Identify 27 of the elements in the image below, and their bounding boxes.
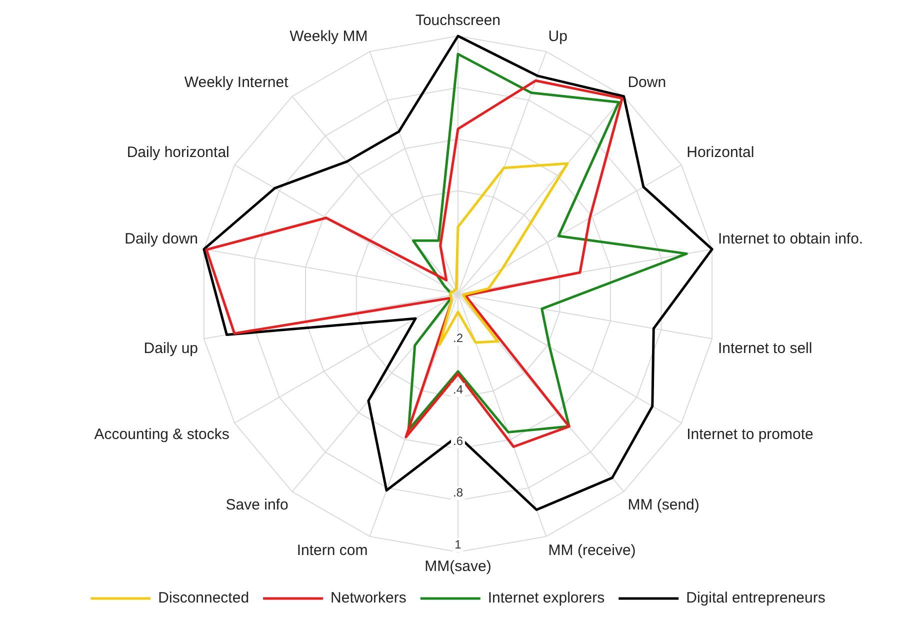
spoke-label: Daily horizontal (126, 144, 230, 162)
spoke-label: Daily up (144, 340, 198, 357)
legend-label: Internet explorers (488, 590, 605, 607)
spoke-label: Internet to promote (686, 426, 814, 444)
y-tick-label: .4 (452, 382, 464, 397)
spoke-label: Internet to sell (718, 340, 812, 357)
legend-label: Disconnected (158, 590, 250, 607)
spoke-label: Save info (226, 496, 288, 514)
spoke-label: Intern com (296, 542, 368, 560)
spoke-label: Internet to obtain info. (718, 230, 864, 248)
legend-label: Networkers (330, 590, 406, 607)
y-tick-label: .2 (452, 330, 464, 345)
spoke-label: Down (628, 74, 666, 91)
spoke-label: Weekly MM (290, 28, 368, 46)
spoke-label: MM (send) (628, 496, 700, 514)
spoke-label: Horizontal (686, 144, 754, 162)
y-tick-label: .6 (452, 434, 464, 448)
spoke-label: Daily down (124, 230, 198, 248)
spoke-label: MM (receive) (548, 542, 636, 560)
spoke-label: Up (548, 28, 568, 46)
legend-label: Digital entrepreneurs (686, 590, 826, 607)
y-tick-label: .8 (452, 486, 464, 500)
spoke-label: Weekly Internet (184, 74, 290, 91)
spoke-label: MM(save) (424, 558, 492, 576)
spoke-label: Accounting & stocks (94, 426, 230, 444)
spoke-label: Touchscreen (415, 12, 501, 30)
y-tick-label: 1 (454, 537, 462, 552)
